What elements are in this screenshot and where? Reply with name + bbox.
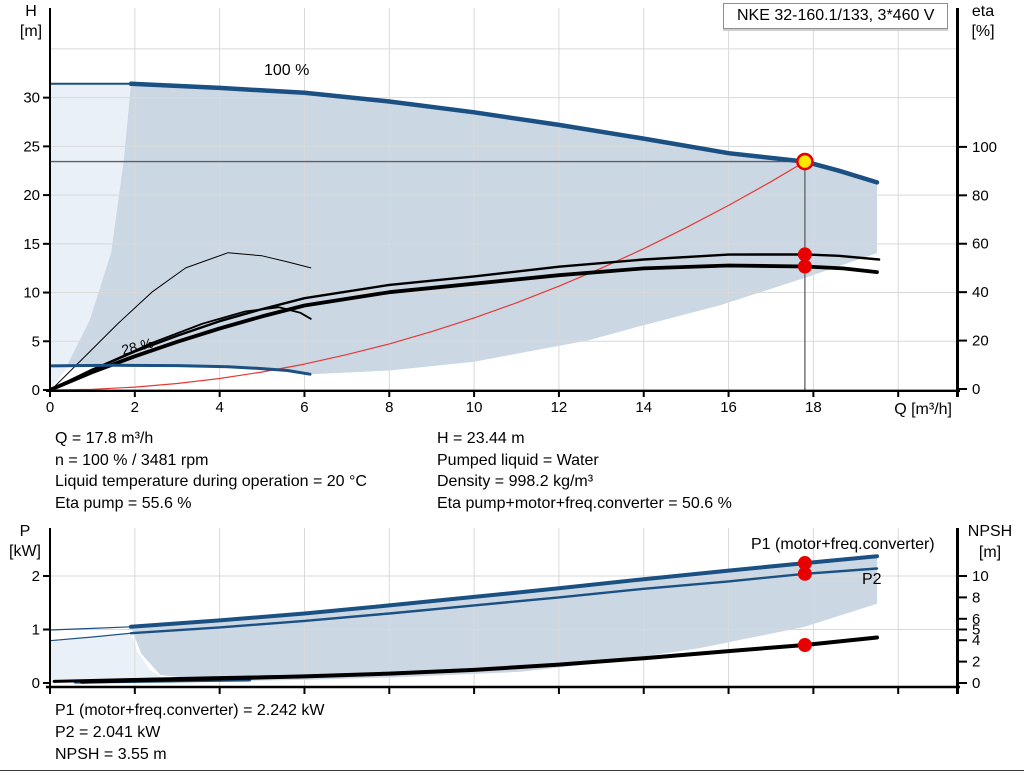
info-line: Eta pump+motor+freq.converter = 50.6 %: [437, 494, 732, 512]
p1-point: [797, 556, 812, 571]
p2-point: [797, 566, 812, 581]
axis-tick-label: 14: [635, 399, 652, 416]
axis-tick-label: 10: [23, 285, 40, 302]
power-envelope: [131, 556, 877, 682]
duty-point[interactable]: [796, 152, 814, 171]
eta-total-curve: [50, 263, 879, 391]
p2-curve-thin: [49, 632, 132, 642]
chart-static-labels: H [m] eta [%] Q [m³/h] P [kW] NPSH [m] 1…: [9, 3, 1012, 588]
duty-info-right: H = 23.44 m Pumped liquid = Water Densit…: [437, 428, 732, 514]
p1-curve-label: P1 (motor+freq.converter): [751, 536, 935, 553]
axis-tick-label: 20: [23, 187, 40, 204]
npsh-axis-title: NPSH: [968, 523, 1012, 540]
axis-tick-label: 16: [720, 399, 737, 416]
axis-tick-label: 8: [972, 589, 980, 606]
eta-total-point: [797, 259, 812, 274]
axis-tick-label: 40: [972, 284, 989, 301]
axis-tick-label: 60: [972, 236, 989, 253]
axis-tick-label: 1: [32, 622, 40, 639]
axis-tick-label: 10: [972, 568, 989, 585]
pump-curve-28pct: [50, 363, 312, 376]
axis-tick-label: 10: [466, 399, 483, 416]
axis-tick-label: 0: [32, 675, 40, 692]
p1-curve-thin: [49, 626, 132, 631]
axis-tick-label: 8: [385, 399, 393, 416]
axis-tick-label: 2: [972, 654, 980, 671]
axis-tick-label: 100: [972, 139, 997, 156]
system-curve: [49, 161, 806, 391]
info-line: H = 23.44 m: [437, 430, 525, 447]
speed-100pct-label: 100 %: [264, 62, 309, 79]
operating-area-low-flow: [50, 83, 131, 391]
info-line: Density = 998.2 kg/m³: [437, 473, 594, 490]
npsh-point: [797, 638, 812, 653]
info-line: P2 = 2.041 kW: [55, 724, 161, 741]
power-area-low-flow: [50, 633, 173, 683]
info-line: Pumped liquid = Water: [437, 451, 599, 469]
h-axis-unit: [m]: [20, 23, 42, 40]
pump-curve-100pct: [128, 81, 880, 185]
eta-pump-point: [797, 247, 812, 262]
duty-info-left: Q = 17.8 m³/h n = 100 % / 3481 rpm Liqui…: [55, 428, 367, 514]
axis-tick-label: 6: [972, 611, 980, 628]
axis-tick-label: 80: [972, 187, 989, 204]
axis-tick-label: 0: [972, 381, 980, 398]
axis-tick-label: 0: [46, 399, 54, 416]
info-line: Liquid temperature during operation = 20…: [55, 473, 367, 490]
p-axis-title: P: [20, 523, 31, 540]
eta-pump-curve: [50, 253, 881, 391]
axis-tick-label: 5: [972, 622, 980, 639]
p2-curve: [129, 567, 879, 635]
npsh-axis-unit: [m]: [979, 544, 1001, 561]
eta-axis-unit: [%]: [971, 23, 994, 40]
axis-tick-label: 18: [805, 399, 822, 416]
axis-tick-label: 5: [32, 333, 40, 350]
axis-tick-label: 4: [972, 632, 980, 649]
axis-tick-label: 20: [972, 333, 989, 350]
info-line: n = 100 % / 3481 rpm: [55, 451, 209, 469]
speed-28pct-label: 28 %: [120, 335, 155, 358]
eta-arc-reduced-speed: [51, 252, 312, 390]
p-axis-unit: [kW]: [9, 543, 41, 560]
axis-tick-label: 30: [23, 90, 40, 107]
axis-tick-label: 2: [131, 399, 139, 416]
eta-axis-title: eta: [972, 3, 994, 20]
axis-tick-label: 12: [551, 399, 568, 416]
h-axis-title: H: [25, 3, 37, 20]
info-line: Eta pump = 55.6 %: [55, 494, 192, 512]
axis-tick-label: 2: [32, 568, 40, 585]
pump-type-title: NKE 32-160.1/133, 3*460 V: [723, 3, 949, 29]
axis-tick-label: 15: [23, 236, 40, 253]
npsh-curve: [79, 635, 879, 684]
p1-curve: [129, 554, 879, 629]
p2-curve-label: P2: [862, 571, 882, 588]
info-line: P1 (motor+freq.converter) = 2.242 kW: [55, 702, 325, 719]
axis-tick-label: 6: [300, 399, 308, 416]
q-axis-title: Q [m³/h]: [894, 401, 952, 418]
info-line: Q = 17.8 m³/h: [55, 430, 154, 447]
axis-tick-label: 25: [23, 138, 40, 155]
axis-tick-label: 0: [972, 675, 980, 692]
power-info: P1 (motor+freq.converter) = 2.242 kW P2 …: [55, 700, 324, 766]
axis-tick-label: 0: [32, 382, 40, 399]
axis-tick-label: 4: [215, 399, 223, 416]
operating-envelope: [67, 83, 877, 375]
separator-line: [0, 770, 1024, 771]
info-line: NPSH = 3.55 m: [55, 746, 167, 763]
